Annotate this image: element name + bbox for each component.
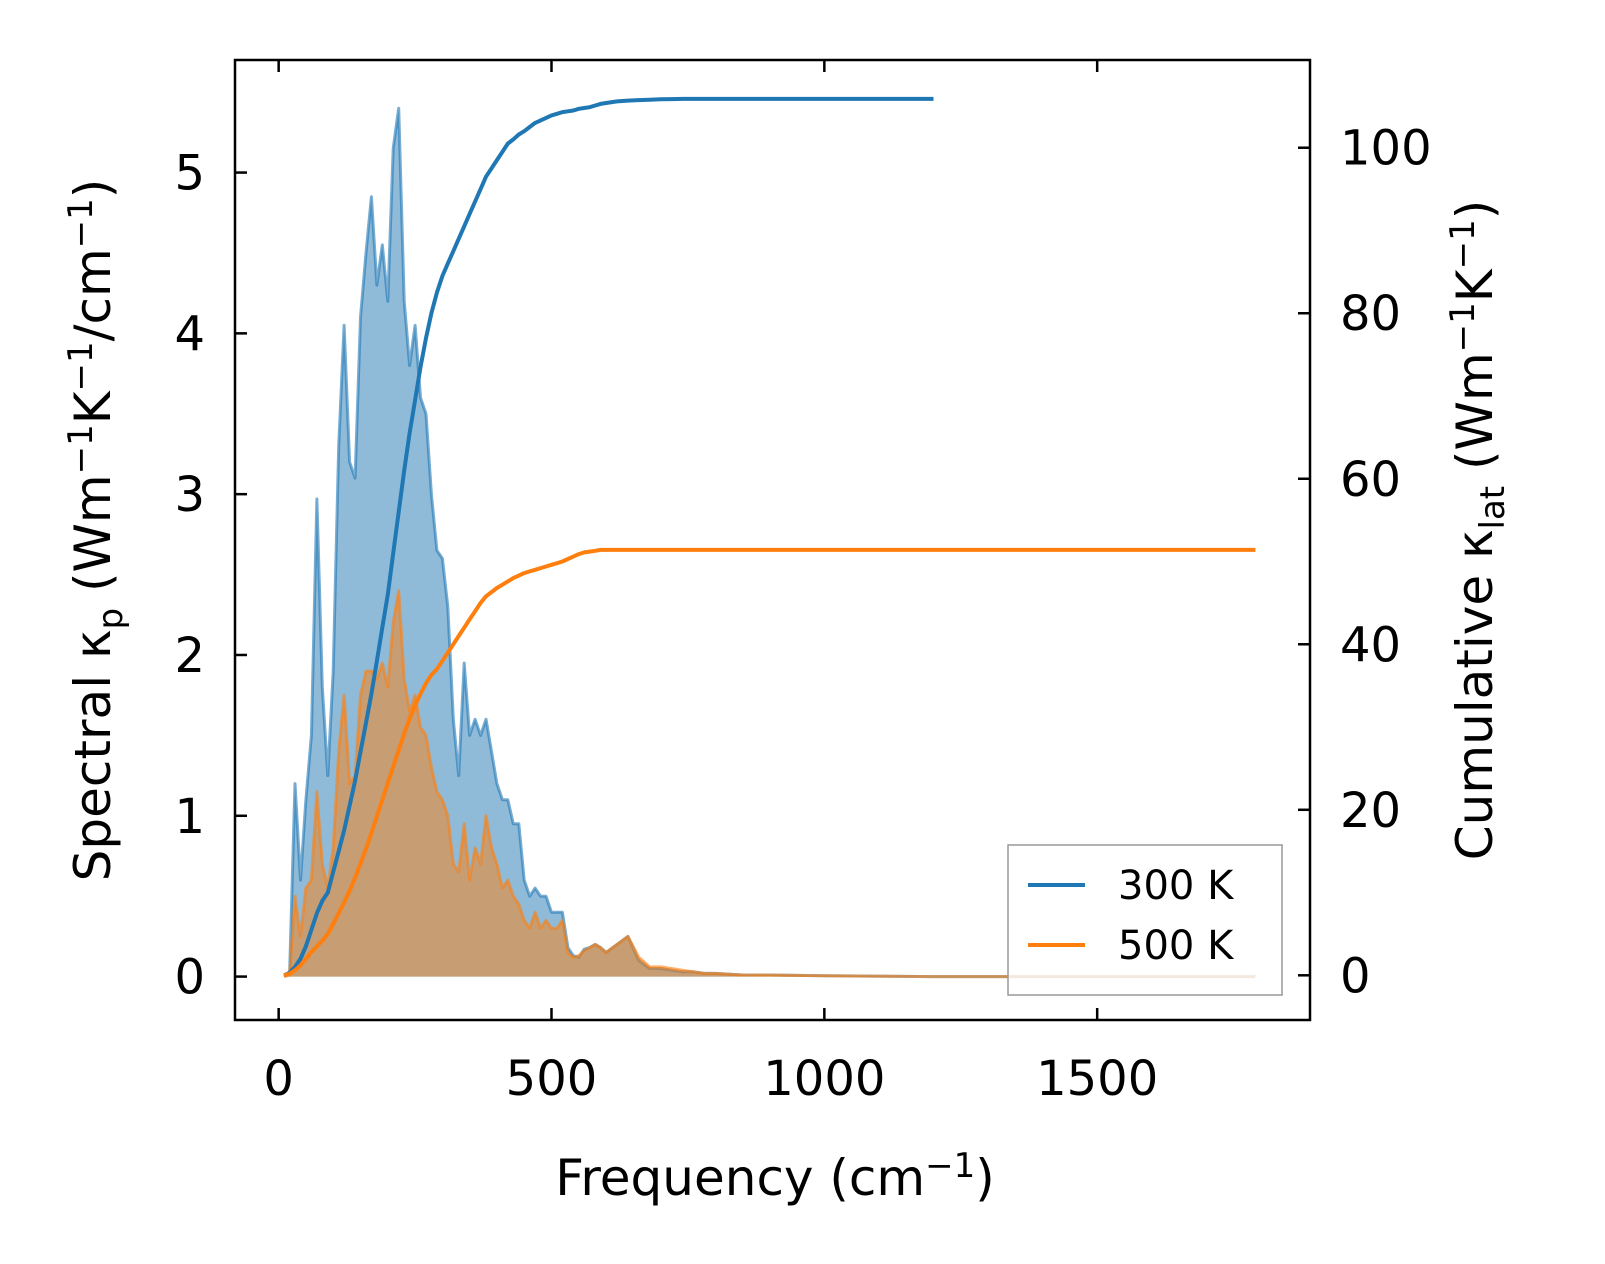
legend-label-300k: 300 K <box>1118 863 1235 909</box>
spectral-area-500-k <box>284 590 1256 977</box>
left-y-tick-label: 2 <box>174 628 205 684</box>
spectral-line-500-k <box>283 589 1256 979</box>
right-y-tick-label: 80 <box>1340 286 1401 342</box>
left-y-axis-label: Spectral κp (Wm−1K−1/cm−1) <box>61 179 131 882</box>
left-y-tick-label: 5 <box>174 146 205 202</box>
x-tick-label: 0 <box>263 1051 294 1107</box>
left-y-axis-ticks: 0 1 2 3 4 5 <box>174 146 247 1006</box>
left-y-tick-label: 0 <box>174 950 205 1006</box>
left-y-tick-label: 4 <box>174 306 205 362</box>
right-y-axis-label: Cumulative κlat (Wm−1K−1) <box>1443 200 1513 860</box>
right-y-axis-ticks: 0 20 40 60 80 100 <box>1298 121 1432 1004</box>
x-tick-label: 1500 <box>1036 1051 1158 1107</box>
x-axis-label: Frequency (cm−1) <box>555 1146 995 1207</box>
x-tick-label: 1000 <box>763 1051 885 1107</box>
right-y-tick-label: 40 <box>1340 617 1401 673</box>
legend: 300 K 500 K <box>1007 844 1283 996</box>
x-tick-label: 500 <box>506 1051 598 1107</box>
right-y-tick-label: 60 <box>1340 452 1401 508</box>
plot-area <box>283 96 1256 979</box>
right-y-tick-label: 0 <box>1340 948 1371 1004</box>
legend-frame <box>1007 844 1283 996</box>
legend-label-500k: 500 K <box>1118 923 1235 969</box>
cumulative-line-300-k <box>283 96 934 978</box>
left-y-tick-label: 1 <box>174 789 205 845</box>
x-axis-ticks: 0 500 1000 1500 <box>263 60 1158 1107</box>
right-y-tick-label: 100 <box>1340 121 1432 177</box>
right-y-tick-label: 20 <box>1340 783 1401 839</box>
plot-frame <box>233 58 1312 1022</box>
cumulative-line-500-k <box>283 547 1256 978</box>
left-y-tick-label: 3 <box>174 467 205 523</box>
